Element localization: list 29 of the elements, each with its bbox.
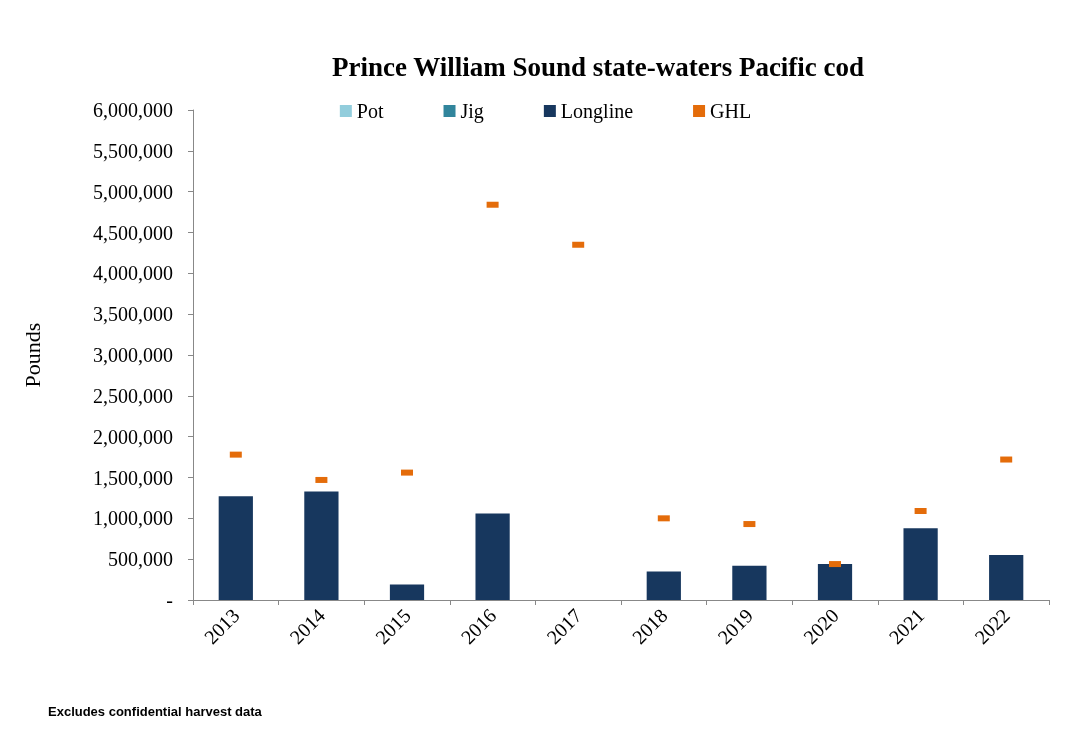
bar: [475, 513, 510, 600]
y-tick-label: 6,000,000: [93, 99, 173, 121]
y-tick-label: 5,500,000: [93, 139, 173, 162]
y-tick-label: 500,000: [108, 548, 173, 571]
bar: [903, 528, 938, 600]
y-tick-label: 1,000,000: [93, 507, 173, 530]
text: Excludes confidential harvest data: [48, 704, 263, 719]
bar: [304, 491, 339, 600]
legend-label: GHL: [710, 100, 752, 122]
legend-label: Longline: [560, 100, 634, 123]
y-tick-label: 1,500,000: [93, 466, 173, 489]
y-axis-title: Pounds: [19, 322, 45, 388]
y-tick-label: 2,500,000: [93, 384, 173, 407]
bar: [646, 571, 681, 600]
bar: [989, 555, 1024, 600]
y-tick-label: 5,000,000: [93, 180, 173, 203]
bar: [817, 564, 853, 600]
legend-label: Pot: [356, 100, 384, 122]
y-tick-label: 4,000,000: [93, 262, 173, 285]
y-tick-label: 3,000,000: [93, 344, 173, 366]
bar: [389, 584, 425, 600]
y-tick-label: 2,000,000: [93, 425, 173, 448]
legend-label: Jig: [460, 100, 484, 123]
bar: [218, 496, 253, 600]
y-tick-label: 3,500,000: [93, 303, 173, 326]
bar: [732, 565, 767, 600]
chart-title: Prince William Sound state-waters Pacific cod: [331, 51, 865, 82]
y-tick-label: -: [166, 589, 173, 611]
y-tick-label: 4,500,000: [93, 221, 173, 244]
